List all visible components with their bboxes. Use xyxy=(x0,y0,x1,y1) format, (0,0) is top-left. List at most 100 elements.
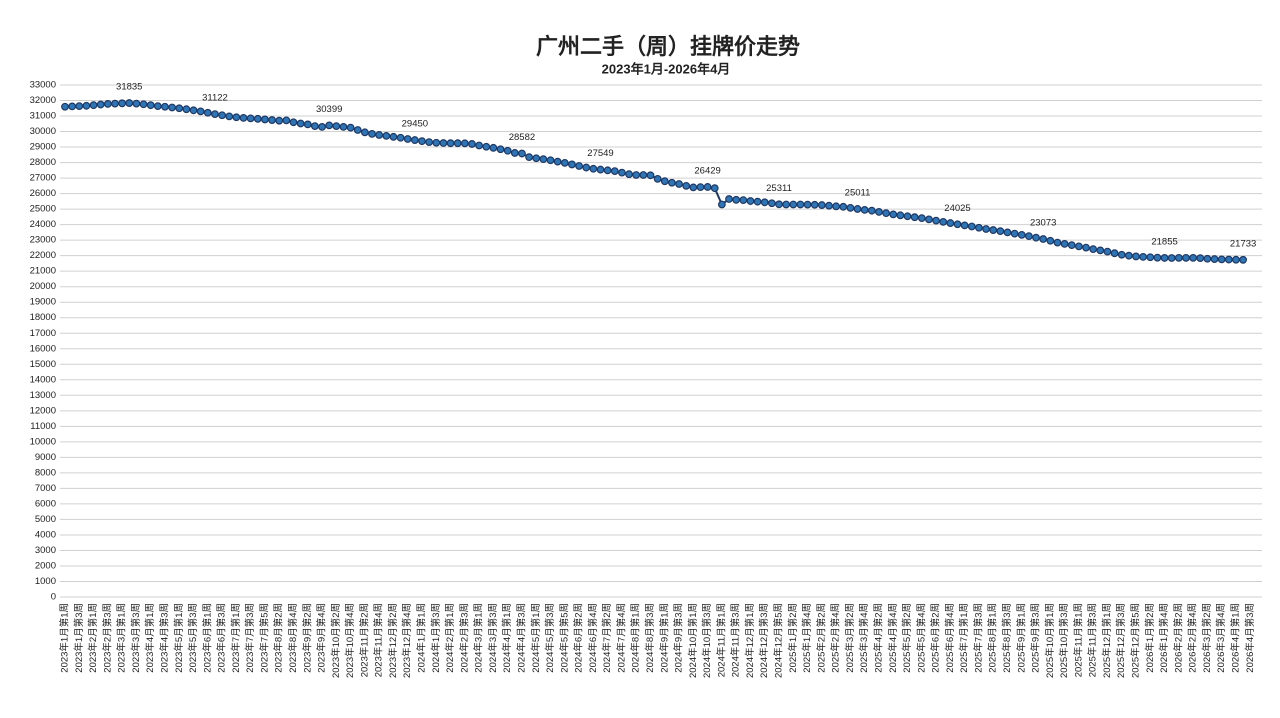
x-tick-label: 2024年12月第1周 xyxy=(744,603,756,678)
marker xyxy=(1110,249,1119,258)
x-tick-label: 2023年9月第4周 xyxy=(316,603,328,673)
marker xyxy=(103,100,112,108)
x-tick-label: 2023年7月第1周 xyxy=(230,603,242,673)
x-tick-label: 2024年10月第1周 xyxy=(687,603,699,678)
x-tick-label: 2026年4月第1周 xyxy=(1229,603,1241,673)
marker xyxy=(489,143,498,152)
marker xyxy=(989,226,998,234)
marker xyxy=(925,215,933,224)
marker xyxy=(153,102,162,111)
marker xyxy=(817,201,826,209)
data-label: 21855 xyxy=(1151,236,1177,247)
marker xyxy=(375,131,384,139)
marker xyxy=(946,219,955,227)
marker xyxy=(189,106,198,115)
marker xyxy=(132,99,141,108)
y-tick-label: 28000 xyxy=(30,157,56,168)
marker xyxy=(1060,239,1069,248)
x-tick-label: 2023年1月第1周 xyxy=(59,603,71,673)
marker xyxy=(1124,251,1133,260)
marker xyxy=(1024,232,1033,241)
marker xyxy=(496,145,505,154)
marker xyxy=(882,209,890,218)
x-tick-label: 2024年6月第2周 xyxy=(573,603,585,673)
marker xyxy=(503,146,512,155)
y-tick-label: 29000 xyxy=(30,142,56,153)
marker xyxy=(175,104,184,113)
x-tick-label: 2025年10月第1周 xyxy=(1044,603,1056,678)
y-tick-label: 17000 xyxy=(30,328,56,339)
y-tick-label: 20000 xyxy=(30,281,56,292)
marker xyxy=(1196,254,1205,263)
marker xyxy=(289,118,298,127)
y-tick-label: 25000 xyxy=(30,204,56,215)
x-tick-label: 2024年5月第1周 xyxy=(530,603,542,673)
x-tick-label: 2026年1月第2周 xyxy=(1144,603,1156,673)
marker xyxy=(1132,252,1140,261)
marker xyxy=(568,160,576,169)
x-tick-label: 2025年11月第1周 xyxy=(1072,603,1084,677)
marker xyxy=(796,200,805,209)
marker xyxy=(560,158,569,167)
marker xyxy=(910,213,919,222)
y-tick-label: 5000 xyxy=(35,514,56,525)
x-tick-label: 2025年4月第4周 xyxy=(887,603,899,673)
x-tick-label: 2025年3月第2周 xyxy=(844,603,856,673)
data-label: 23073 xyxy=(1030,218,1056,229)
marker xyxy=(1003,228,1012,237)
y-tick-label: 23000 xyxy=(30,235,56,246)
x-tick-label: 2026年3月第4周 xyxy=(1215,603,1227,673)
marker xyxy=(582,163,591,172)
marker xyxy=(218,111,226,120)
marker xyxy=(1160,254,1169,262)
y-tick-label: 32000 xyxy=(30,95,56,106)
marker xyxy=(932,216,940,225)
y-tick-label: 2000 xyxy=(35,560,56,571)
marker xyxy=(1174,253,1183,262)
marker xyxy=(668,178,676,187)
marker xyxy=(575,162,583,170)
marker xyxy=(139,100,148,109)
marker xyxy=(589,164,598,173)
marker xyxy=(475,141,484,150)
x-tick-label: 2024年7月第4周 xyxy=(615,603,627,673)
y-tick-label: 16000 xyxy=(30,343,56,354)
marker xyxy=(239,113,248,122)
marker xyxy=(1096,246,1105,255)
x-tick-label: 2023年8月第2周 xyxy=(273,603,285,673)
x-tick-label: 2025年5月第4周 xyxy=(915,603,927,673)
x-tick-label: 2024年3月第1周 xyxy=(473,603,485,673)
y-tick-label: 15000 xyxy=(30,359,56,370)
y-tick-label: 9000 xyxy=(35,452,56,463)
x-tick-label: 2026年2月第2周 xyxy=(1172,603,1184,673)
marker xyxy=(75,102,84,111)
x-tick-label: 2024年9月第1周 xyxy=(658,603,670,673)
marker xyxy=(82,101,91,110)
x-tick-label: 2023年12月第2周 xyxy=(387,603,399,678)
x-tick-label: 2024年4月第3周 xyxy=(515,603,527,673)
marker xyxy=(410,136,419,144)
x-tick-label: 2025年9月第1周 xyxy=(1015,603,1027,673)
data-label: 21733 xyxy=(1230,238,1256,249)
x-tick-label: 2023年8月第4周 xyxy=(287,603,299,673)
y-tick-label: 19000 xyxy=(30,297,56,308)
x-tick-label: 2023年11月第2周 xyxy=(358,603,370,677)
y-tick-label: 8000 xyxy=(35,467,56,478)
x-tick-label: 2025年9月第3周 xyxy=(1030,603,1042,673)
x-tick-label: 2023年3月第1周 xyxy=(116,603,128,673)
y-tick-label: 21000 xyxy=(30,266,56,277)
marker xyxy=(1010,229,1019,238)
x-tick-label: 2024年2月第1周 xyxy=(444,603,456,673)
marker xyxy=(867,206,876,215)
y-tick-label: 24000 xyxy=(30,219,56,230)
x-tick-label: 2023年11月第4周 xyxy=(373,603,385,677)
x-tick-label: 2024年1月第1周 xyxy=(416,603,428,673)
x-tick-label: 2024年7月第2周 xyxy=(601,603,613,673)
marker xyxy=(1139,253,1148,261)
marker xyxy=(432,138,441,147)
marker xyxy=(382,131,391,140)
marker xyxy=(710,184,719,193)
marker xyxy=(353,126,362,134)
marker xyxy=(618,168,626,177)
marker xyxy=(903,212,912,221)
